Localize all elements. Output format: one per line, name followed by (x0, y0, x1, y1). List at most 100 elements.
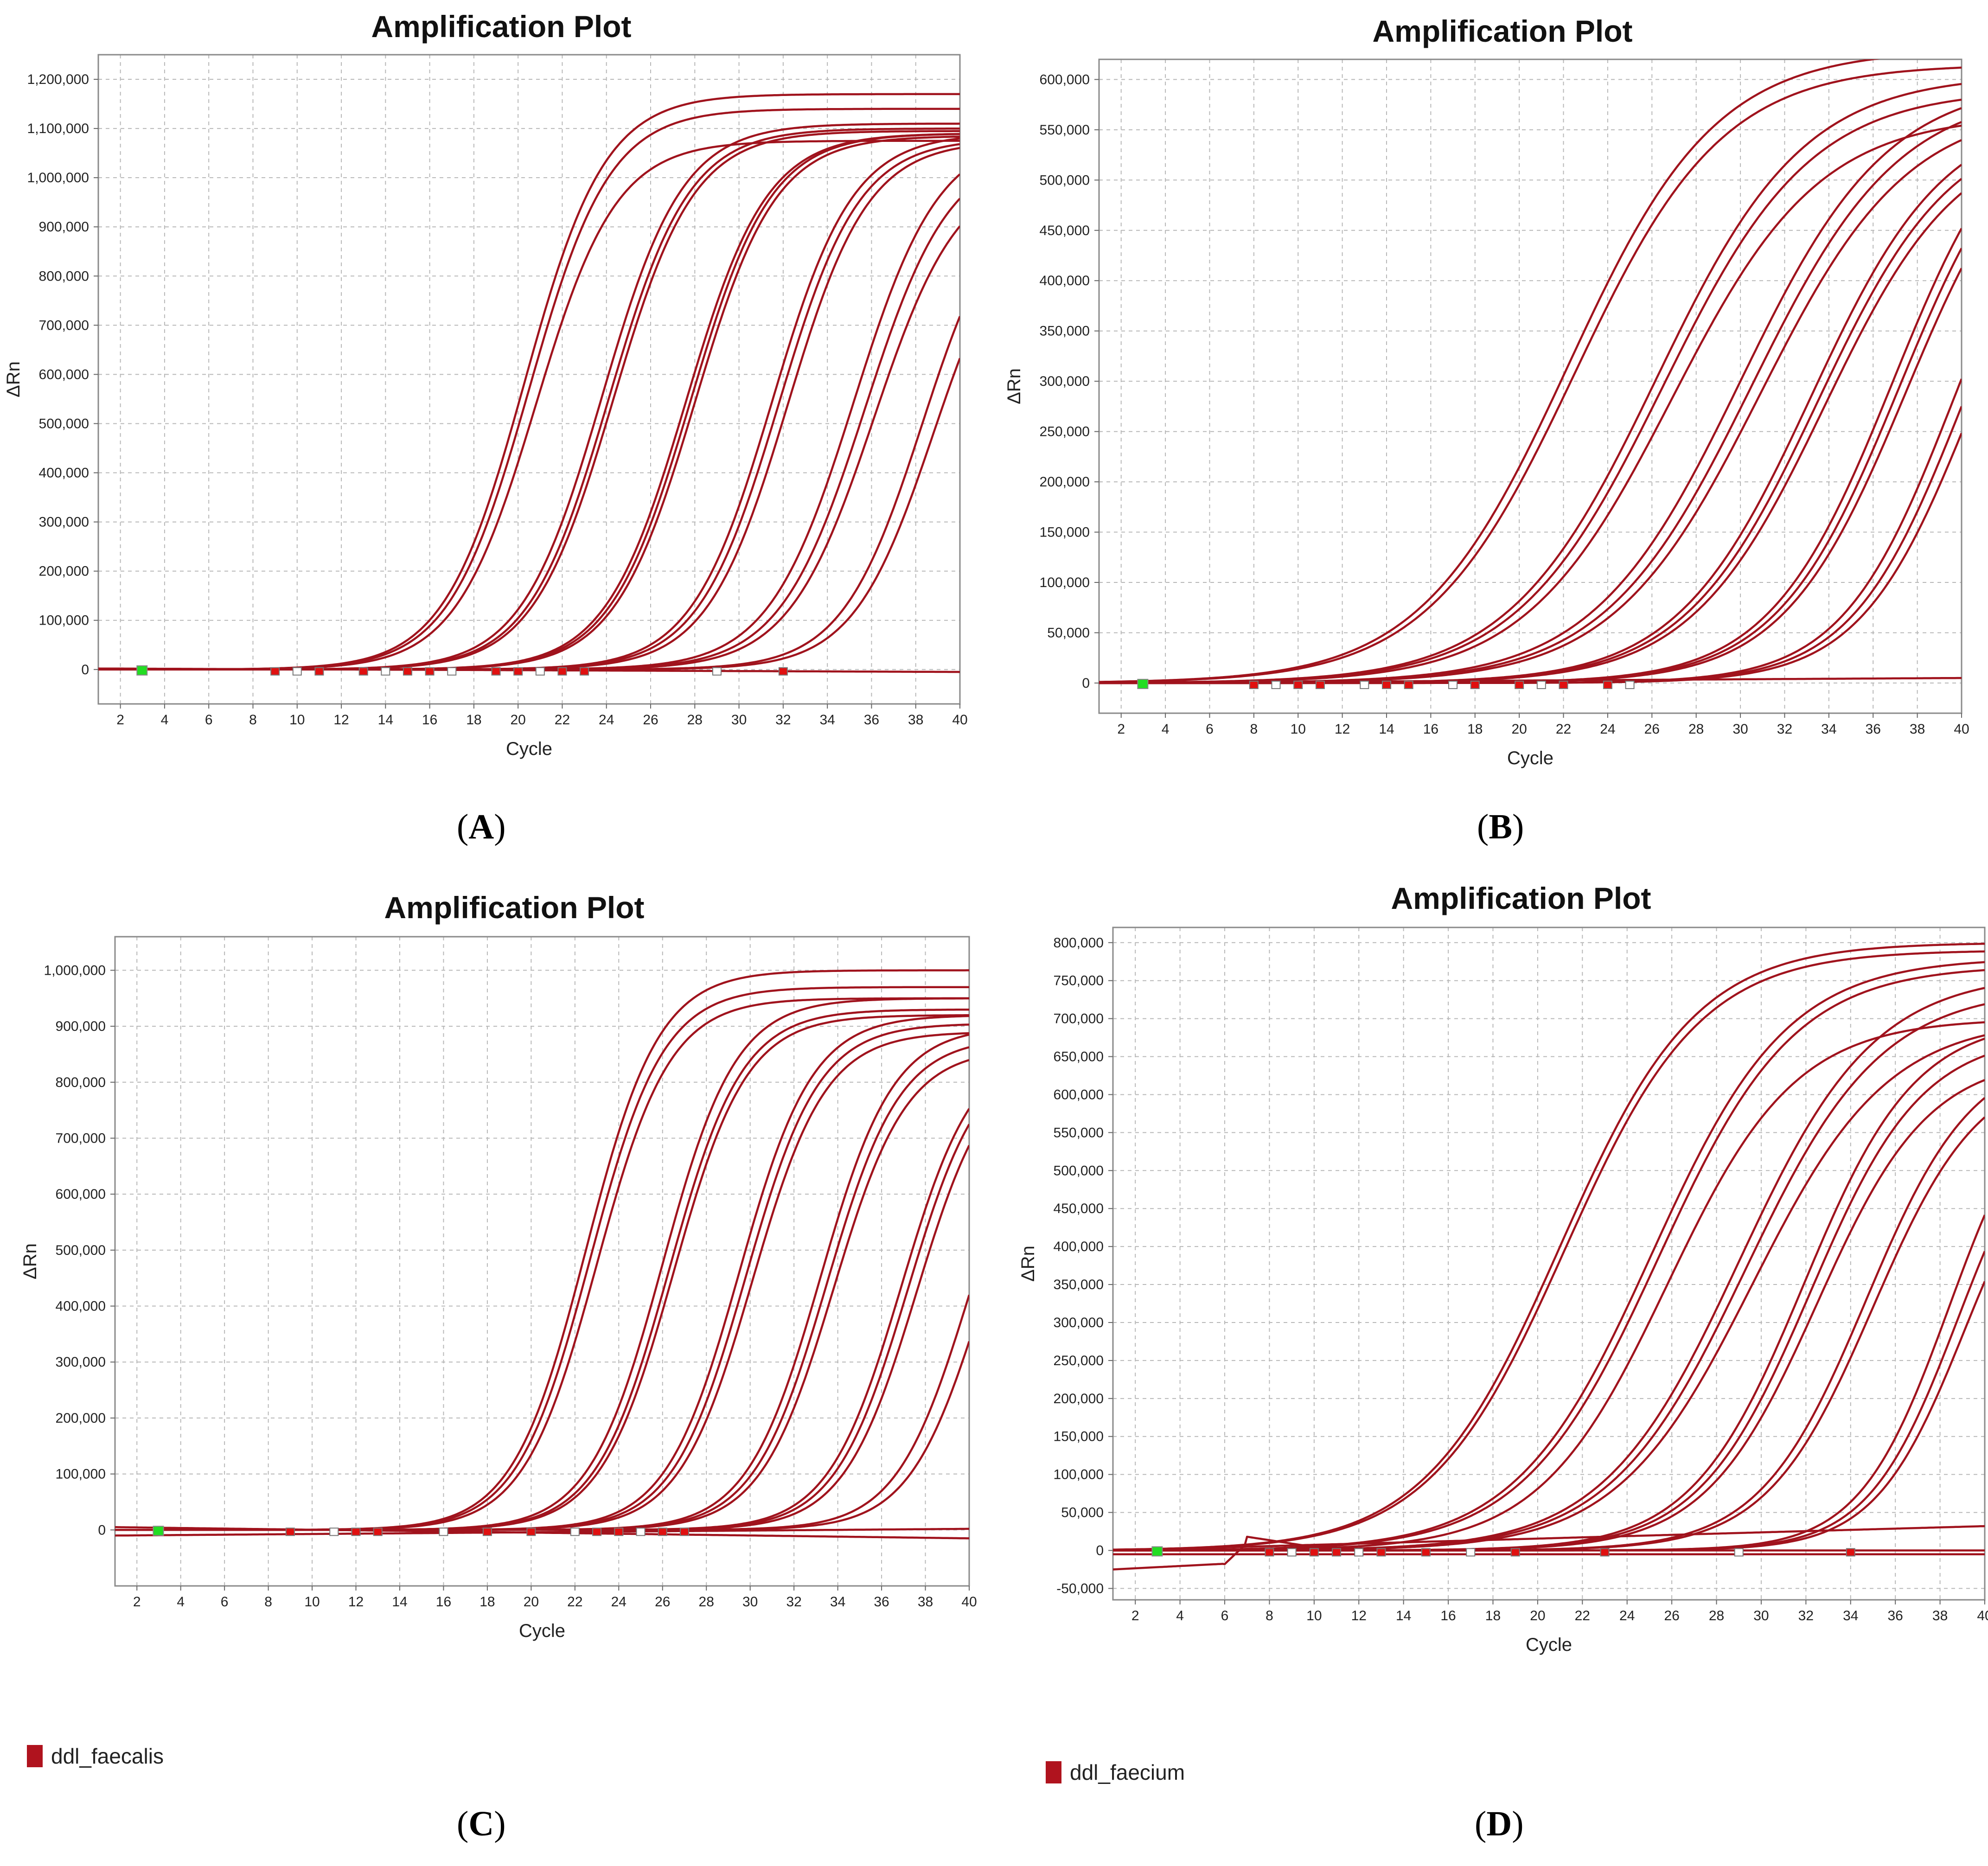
y-tick-label: 700,000 (56, 1131, 106, 1146)
y-tick-label: 1,000,000 (27, 170, 89, 185)
series-line (98, 130, 960, 671)
x-tick-label: 26 (1644, 722, 1660, 737)
y-tick-label: 600,000 (39, 367, 89, 382)
x-tick-label: 16 (1440, 1608, 1456, 1623)
x-axis-label: Cycle (1526, 1635, 1572, 1655)
ct-marker (329, 1527, 339, 1536)
ct-marker (1249, 680, 1259, 689)
ct-marker (270, 667, 280, 676)
series-line (1113, 1054, 1985, 1552)
ct-marker (1315, 680, 1325, 689)
ct-marker (1376, 1548, 1386, 1557)
y-tick-label: 100,000 (1040, 575, 1090, 590)
series-line (115, 1046, 969, 1531)
series-line (115, 986, 969, 1531)
y-tick-label: 250,000 (1040, 424, 1090, 440)
series-line (1113, 1034, 1985, 1552)
x-tick-label: 8 (264, 1594, 272, 1610)
x-tick-label: 32 (1777, 722, 1792, 737)
x-axis-label: Cycle (1507, 748, 1553, 768)
x-tick-label: 26 (643, 712, 658, 728)
ct-marker (580, 667, 589, 676)
chart-b-title: Amplification Plot (1373, 14, 1633, 48)
ct-marker (1470, 680, 1480, 689)
y-axis-label: ΔRn (1018, 1246, 1038, 1282)
y-tick-label: 100,000 (56, 1467, 106, 1482)
ct-marker (1271, 680, 1281, 689)
x-tick-label: 10 (289, 712, 305, 728)
y-tick-label: 800,000 (1054, 935, 1104, 951)
ct-marker (351, 1527, 361, 1536)
x-tick-label: 8 (1266, 1608, 1273, 1623)
x-tick-label: 38 (1932, 1608, 1948, 1623)
ct-marker (1421, 1548, 1431, 1557)
x-tick-label: 20 (1511, 722, 1527, 737)
y-tick-label: 900,000 (56, 1019, 106, 1034)
ct-marker (513, 667, 523, 676)
series-line (1099, 677, 1962, 684)
x-tick-label: 20 (510, 712, 525, 728)
x-tick-label: 38 (918, 1594, 933, 1610)
x-tick-label: 36 (864, 712, 879, 728)
x-tick-label: 34 (819, 712, 835, 728)
x-tick-label: 24 (1600, 722, 1615, 737)
caption-b: (B) (1477, 807, 1524, 846)
ct-marker (1404, 680, 1413, 689)
ct-marker (447, 667, 457, 676)
y-tick-label: 400,000 (39, 466, 89, 481)
ct-marker (285, 1527, 295, 1536)
y-tick-label: 450,000 (1054, 1201, 1104, 1216)
series-line (1113, 961, 1985, 1552)
panel-d: Amplification Plot 2 4 6 8 10 12 14 16 18 20 22 24 26… (1006, 872, 1988, 1669)
series-line (115, 1294, 969, 1531)
ct-marker (614, 1527, 624, 1536)
y-tick-label: 0 (1082, 676, 1090, 691)
x-tick-label: 34 (830, 1594, 845, 1610)
ct-marker (1448, 680, 1458, 689)
x-tick-label: 18 (479, 1594, 495, 1610)
ct-marker (1287, 1548, 1297, 1557)
x-tick-label: 30 (1732, 722, 1748, 737)
x-tick-label: 30 (1753, 1608, 1769, 1623)
series-line (98, 128, 960, 671)
y-tick-label: 300,000 (39, 515, 89, 530)
plot-frame (1098, 58, 1962, 714)
baseline-marker (136, 665, 148, 676)
y-tick-label: 250,000 (1054, 1353, 1104, 1368)
ct-marker (680, 1527, 689, 1536)
y-tick-label: 800,000 (56, 1075, 106, 1090)
x-tick-label: 6 (1206, 722, 1214, 737)
y-tick-label: 300,000 (1054, 1315, 1104, 1330)
y-tick-label: 200,000 (39, 564, 89, 579)
series-line (1113, 950, 1985, 1551)
ct-marker (778, 667, 788, 676)
ct-marker (636, 1527, 646, 1536)
x-tick-label: 12 (1351, 1608, 1367, 1623)
legend-d-label: ddl_faecium (1070, 1760, 1185, 1784)
series-line (1099, 178, 1962, 684)
x-tick-label: 14 (378, 712, 393, 728)
y-tick-label: 0 (1096, 1543, 1104, 1559)
y-tick-label: 1,200,000 (27, 72, 89, 87)
x-tick-label: 40 (961, 1594, 977, 1610)
chart-d-title: Amplification Plot (1391, 881, 1651, 915)
y-tick-label: 550,000 (1040, 122, 1090, 138)
x-tick-label: 22 (567, 1594, 582, 1610)
series-line (1099, 378, 1962, 684)
series-line (1113, 1251, 1985, 1552)
panel-a: Amplification Plot 2 4 6 8 10 12 14 16 18 20 22 24 26… (0, 0, 992, 788)
y-tick-label: 550,000 (1054, 1125, 1104, 1140)
legend-c-swatch (27, 1745, 43, 1767)
y-tick-label: 500,000 (56, 1243, 106, 1258)
caption-d: (D) (1475, 1804, 1524, 1843)
x-tick-label: 12 (1335, 722, 1350, 737)
x-tick-label: 8 (1250, 722, 1258, 737)
ct-marker (403, 667, 412, 676)
series-line (115, 1341, 969, 1531)
y-axis-label: ΔRn (3, 361, 24, 397)
legend-c: ddl_faecalis (27, 1744, 164, 1769)
chart-a-title: Amplification Plot (371, 9, 632, 44)
x-tick-label: 36 (1887, 1608, 1903, 1623)
x-tick-label: 4 (1176, 1608, 1184, 1623)
